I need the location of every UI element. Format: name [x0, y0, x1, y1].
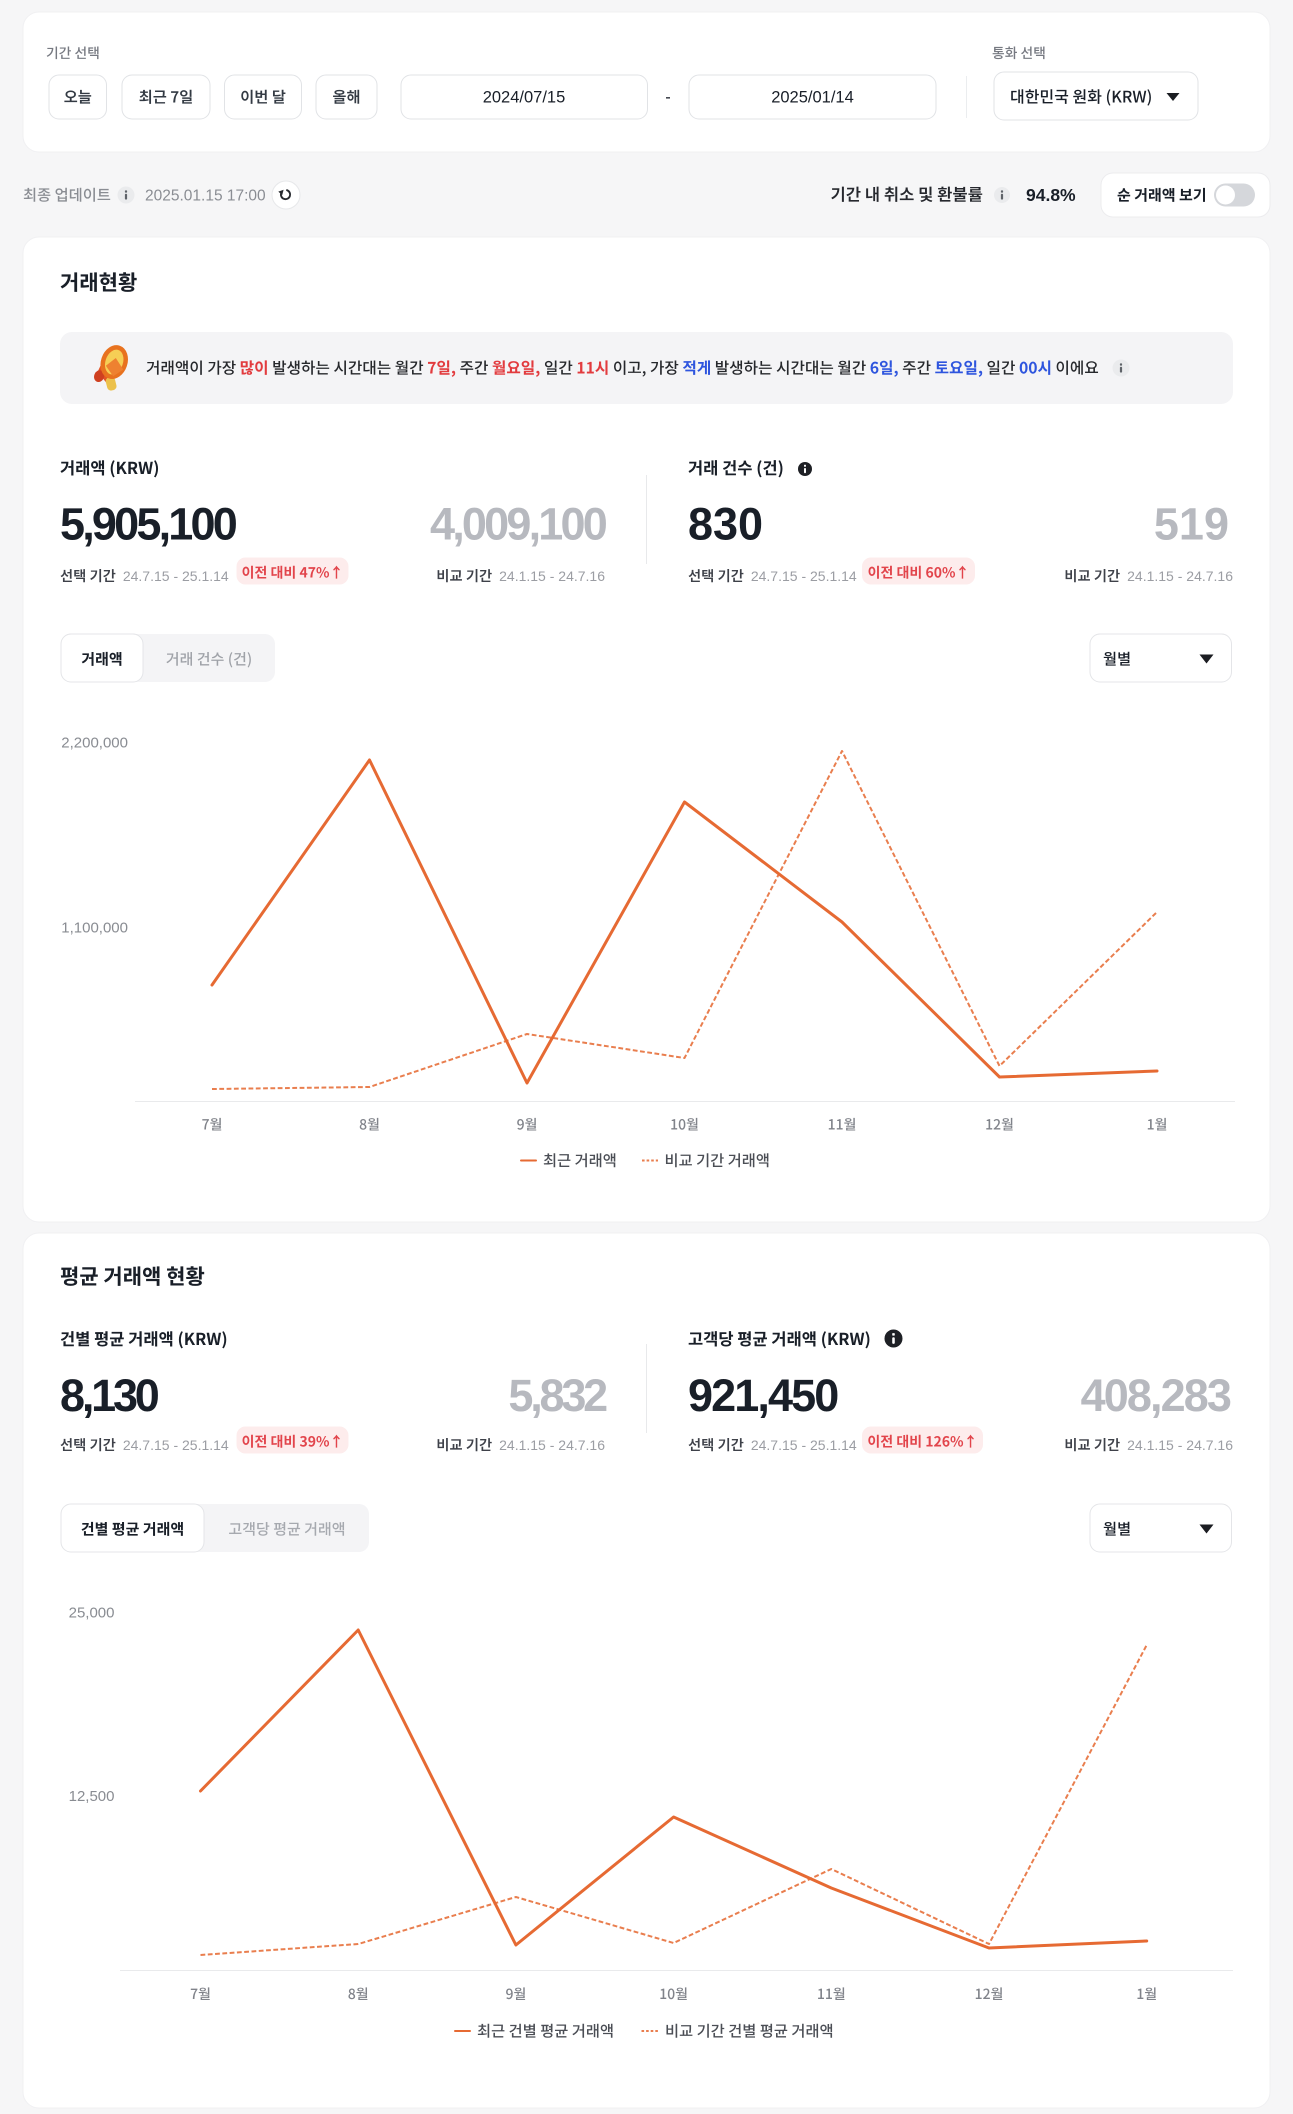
svg-text:2025.01.15 17:00: 2025.01.15 17:00 — [145, 188, 266, 205]
svg-text:94.8%: 94.8% — [1026, 185, 1076, 205]
svg-text:24.1.15 - 24.7.16: 24.1.15 - 24.7.16 — [1127, 1437, 1233, 1453]
svg-text:24.1.15 - 24.7.16: 24.1.15 - 24.7.16 — [1127, 568, 1233, 584]
svg-text:24.7.15 - 25.1.14: 24.7.15 - 25.1.14 — [123, 1437, 229, 1453]
svg-text:8,130: 8,130 — [60, 1370, 159, 1421]
svg-text:519: 519 — [1154, 499, 1229, 550]
svg-text:24.1.15 - 24.7.16: 24.1.15 - 24.7.16 — [499, 1437, 605, 1453]
svg-text:4,009,100: 4,009,100 — [430, 499, 607, 550]
svg-text:25,000: 25,000 — [69, 1605, 115, 1622]
svg-text:2024/07/15: 2024/07/15 — [483, 89, 566, 107]
svg-text:1,100,000: 1,100,000 — [61, 920, 128, 937]
svg-text:24.1.15 - 24.7.16: 24.1.15 - 24.7.16 — [499, 568, 605, 584]
svg-text:12,500: 12,500 — [69, 1788, 115, 1805]
svg-text:5,832: 5,832 — [508, 1370, 607, 1421]
svg-text:-: - — [665, 89, 671, 107]
svg-text:2025/01/14: 2025/01/14 — [771, 89, 854, 107]
svg-text:5,905,100: 5,905,100 — [60, 499, 237, 550]
svg-text:2,200,000: 2,200,000 — [61, 735, 128, 752]
svg-text:24.7.15 - 25.1.14: 24.7.15 - 25.1.14 — [751, 568, 857, 584]
svg-text:921,450: 921,450 — [688, 1370, 838, 1421]
svg-text:24.7.15 - 25.1.14: 24.7.15 - 25.1.14 — [123, 568, 229, 584]
svg-text:830: 830 — [688, 499, 763, 550]
svg-text:408,283: 408,283 — [1081, 1370, 1231, 1421]
svg-text:24.7.15 - 25.1.14: 24.7.15 - 25.1.14 — [751, 1437, 857, 1453]
